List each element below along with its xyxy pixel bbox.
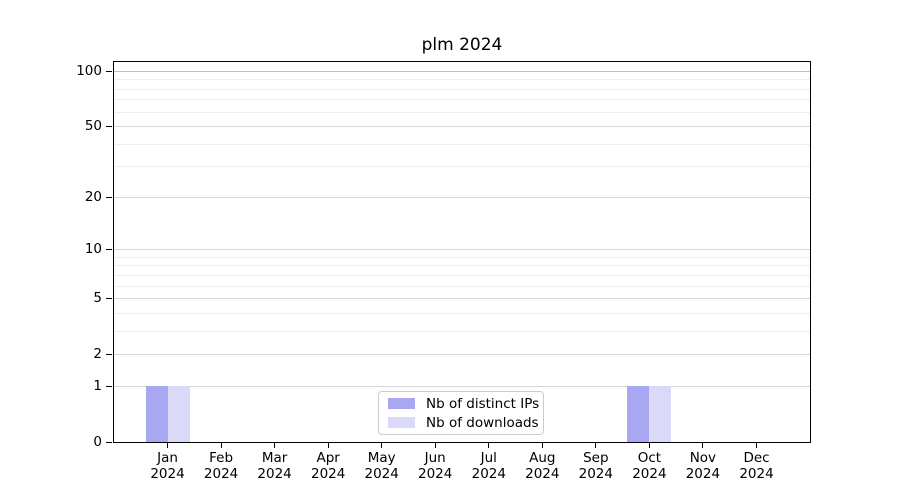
x-tick-label-line: 2024 (364, 466, 399, 482)
gridline-minor-6 (114, 285, 810, 287)
gridline-minor-9 (114, 256, 810, 258)
x-tick-label-oct-2024: Oct 2024 (614, 450, 684, 482)
x-tick-jul-2024 (488, 442, 490, 448)
y-tick-label-50: 50 (84, 117, 102, 134)
legend-swatch-distinct-ips (388, 398, 415, 409)
gridline-minor-30 (114, 166, 810, 167)
y-tick-label-20: 20 (84, 189, 102, 206)
x-tick-label-line: Aug (529, 450, 556, 466)
legend-swatch-downloads (388, 417, 415, 428)
y-tick-50 (106, 125, 112, 127)
x-tick-label-mar-2024: Mar 2024 (240, 450, 310, 482)
legend: Nb of distinct IPs Nb of downloads (378, 391, 544, 435)
legend-item-downloads: Nb of downloads (379, 415, 543, 431)
y-tick-5 (106, 298, 112, 299)
bar-nb-of-distinct-ips-jan-2024 (145, 386, 168, 442)
legend-label-downloads: Nb of downloads (426, 414, 539, 431)
gridline-major-2 (114, 353, 810, 355)
x-tick-may-2024 (381, 442, 383, 448)
bar-nb-of-distinct-ips-oct-2024 (627, 386, 650, 442)
x-tick-label-nov-2024: Nov 2024 (668, 450, 738, 482)
x-tick-label-line: Jul (480, 450, 497, 466)
plot-area (113, 61, 811, 443)
gridline-major-50 (114, 125, 810, 127)
x-tick-mar-2024 (274, 442, 276, 448)
legend-item-distinct-ips: Nb of distinct IPs (379, 396, 543, 412)
x-tick-label-line: Dec (743, 450, 770, 466)
x-tick-label-may-2024: May 2024 (347, 450, 417, 482)
bar-nb-of-downloads-jan-2024 (167, 386, 190, 442)
x-tick-sep-2024 (595, 442, 597, 448)
y-tick-label-2: 2 (93, 345, 102, 362)
x-tick-label-line: Apr (316, 450, 340, 466)
gridline-minor-7 (114, 274, 810, 276)
x-tick-dec-2024 (756, 442, 757, 448)
x-tick-label-line: 2024 (471, 466, 506, 482)
gridline-minor-60 (114, 111, 810, 113)
gridline-minor-8 (114, 265, 810, 267)
x-tick-label-jan-2024: Jan 2024 (133, 450, 203, 482)
y-tick-label-0: 0 (93, 434, 102, 450)
legend-label-distinct-ips: Nb of distinct IPs (426, 395, 540, 412)
gridline-minor-3 (114, 330, 810, 332)
gridline-major-1 (114, 386, 810, 388)
x-tick-label-line: 2024 (311, 466, 346, 482)
gridline-minor-40 (114, 143, 810, 145)
x-tick-jan-2024 (167, 442, 168, 448)
x-tick-label-dec-2024: Dec 2024 (722, 450, 792, 482)
y-tick-2 (106, 353, 112, 355)
x-tick-label-line: 2024 (203, 466, 239, 482)
x-tick-nov-2024 (702, 442, 704, 448)
x-tick-label-line: May (367, 450, 396, 466)
chart-title: plm 2024 (421, 35, 503, 55)
x-tick-label-jun-2024: Jun 2024 (400, 450, 470, 482)
y-tick-100 (106, 71, 112, 72)
x-tick-label-line: 2024 (578, 466, 613, 482)
x-tick-label-jul-2024: Jul 2024 (454, 450, 524, 482)
gridline-major-10 (114, 249, 810, 251)
x-tick-label-line: Nov (689, 450, 717, 466)
x-tick-label-line: Sep (583, 450, 609, 466)
x-tick-label-line: 2024 (632, 466, 667, 482)
gridline-minor-4 (114, 312, 810, 314)
x-tick-apr-2024 (327, 442, 329, 448)
y-tick-0 (106, 442, 112, 443)
y-tick-label-10: 10 (84, 241, 102, 258)
x-tick-label-line: 2024 (525, 466, 560, 482)
y-tick-20 (106, 197, 112, 199)
x-tick-label-line: 2024 (418, 466, 453, 482)
x-tick-label-line: Oct (637, 450, 662, 466)
x-tick-jun-2024 (434, 442, 436, 448)
x-tick-aug-2024 (541, 442, 543, 448)
y-tick-10 (106, 249, 112, 251)
x-tick-label-line: Jun (424, 450, 446, 466)
x-tick-label-line: 2024 (257, 466, 292, 482)
x-tick-feb-2024 (220, 442, 222, 448)
y-tick-1 (106, 386, 112, 388)
y-tick-label-5: 5 (93, 290, 102, 306)
gridline-major-5 (114, 298, 810, 299)
bar-nb-of-downloads-oct-2024 (649, 386, 672, 442)
x-tick-label-aug-2024: Aug 2024 (507, 450, 577, 482)
gridline-minor-70 (114, 99, 810, 101)
x-tick-oct-2024 (648, 442, 650, 448)
x-tick-label-line: Mar (261, 450, 288, 466)
gridline-minor-90 (114, 79, 810, 81)
y-tick-label-100: 100 (76, 63, 102, 79)
y-tick-label-1: 1 (93, 378, 102, 395)
x-tick-label-line: 2024 (685, 466, 721, 482)
gridline-major-20 (114, 197, 810, 199)
x-tick-label-line: Feb (209, 450, 234, 466)
x-tick-label-line: 2024 (739, 466, 774, 482)
gridline-major-100 (114, 71, 810, 72)
x-tick-label-line: Jan (157, 450, 178, 466)
gridline-minor-80 (114, 88, 810, 90)
x-tick-label-feb-2024: Feb 2024 (186, 450, 256, 482)
x-tick-label-sep-2024: Sep 2024 (561, 450, 631, 482)
x-tick-label-line: 2024 (150, 466, 185, 482)
x-tick-label-apr-2024: Apr 2024 (293, 450, 363, 482)
